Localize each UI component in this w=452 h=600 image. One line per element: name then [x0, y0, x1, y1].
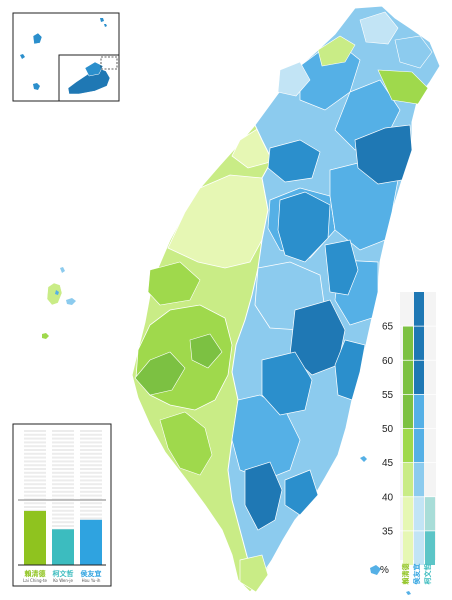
vote-bar-1: [52, 529, 74, 565]
candidate-name-label: 侯友宜: [81, 569, 102, 578]
scale-unit-label: %: [380, 565, 389, 576]
scale-tick-label: 50: [382, 424, 394, 435]
scale-column-label: 賴清德: [401, 564, 410, 585]
candidate-latin-label: Ko Wen-je: [53, 578, 73, 583]
matsu-island: [100, 18, 104, 22]
orchid-island: [370, 565, 381, 575]
scale-tick-label: 65: [382, 322, 394, 333]
scale-column-label: 侯友宜: [412, 564, 421, 585]
kinmen-island: [67, 67, 111, 95]
penghu-islands: [42, 267, 76, 339]
scale-column-label: 柯文哲: [423, 564, 432, 585]
candidate-name-label: 柯文哲: [53, 569, 74, 578]
candidate-name-label: 賴清德: [25, 569, 46, 578]
scale-tick-label: 60: [382, 356, 394, 367]
percentage-scale-legend: 35 40 45 50 55 60 65 % 賴清德 侯友宜 柯文哲: [380, 292, 436, 585]
vote-bar-2: [80, 519, 102, 565]
candidate-latin-label: Hou Yu-ih: [82, 578, 101, 583]
scale-tick-label: 35: [382, 526, 394, 537]
candidate-latin-label: Lai Ching-te: [23, 578, 48, 583]
matsu-island: [104, 24, 107, 27]
kinmen-island: [33, 83, 40, 90]
scale-tick-label: 40: [382, 492, 394, 503]
taiwan-main-island: [131, 5, 441, 595]
matsu-island: [20, 54, 25, 59]
green-island: [360, 456, 367, 462]
vote-bar-0: [24, 510, 46, 565]
scale-tick-label: 55: [382, 390, 394, 401]
scale-tick-label: 45: [382, 458, 394, 469]
matsu-island: [32, 32, 43, 45]
inset-kinmen-matsu: [12, 12, 120, 102]
